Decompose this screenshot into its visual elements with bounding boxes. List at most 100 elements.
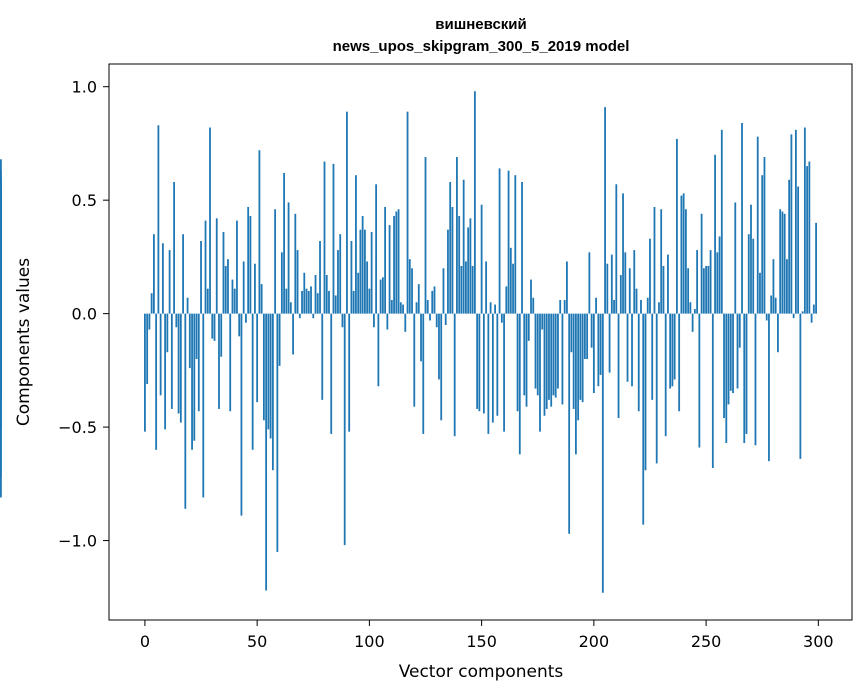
bar [559, 300, 562, 314]
bar [173, 182, 175, 314]
bar [316, 293, 319, 314]
bar [590, 313, 593, 348]
bar [292, 313, 294, 355]
bar [449, 182, 452, 314]
bar [536, 313, 539, 396]
bar [249, 216, 252, 314]
x-tick-label: 250 [691, 632, 722, 651]
bar [429, 313, 431, 321]
bar [148, 313, 151, 330]
bar [352, 290, 355, 314]
bar [509, 247, 512, 314]
bar [646, 297, 649, 314]
bar [175, 313, 178, 328]
bar [723, 313, 725, 419]
bar [637, 313, 640, 412]
bar [660, 209, 663, 314]
bar [633, 250, 636, 314]
bar [727, 313, 730, 405]
bar-series [0, 91, 817, 593]
bar [444, 313, 447, 325]
bar [337, 250, 339, 314]
bar [783, 213, 786, 314]
bar [534, 313, 537, 389]
bar [431, 290, 434, 314]
bar [572, 313, 575, 409]
bar [278, 313, 281, 366]
bar [395, 211, 398, 314]
bar [211, 313, 214, 339]
bar [532, 297, 535, 314]
bar [566, 261, 568, 314]
bar [397, 209, 400, 314]
bar [806, 166, 809, 314]
bar [350, 241, 353, 314]
bar [550, 313, 553, 407]
bar [305, 288, 308, 314]
bar [792, 313, 795, 319]
bar [229, 313, 232, 412]
bar [276, 313, 279, 552]
bar [745, 313, 748, 434]
bar [0, 313, 2, 344]
bar [619, 275, 622, 314]
bar [453, 313, 456, 437]
bar [736, 313, 739, 389]
x-tick-label: 300 [803, 632, 834, 651]
bar [500, 313, 503, 323]
bar [577, 313, 580, 421]
bar [146, 313, 149, 384]
bar [489, 302, 492, 314]
bar [676, 138, 678, 314]
bar [417, 284, 420, 314]
y-tick-label: −1.0 [58, 532, 97, 551]
bar [552, 313, 555, 396]
bar [177, 313, 180, 414]
bar [669, 313, 672, 389]
bar [786, 259, 788, 314]
bar [597, 313, 600, 387]
x-tick-label: 100 [354, 632, 385, 651]
bar [803, 127, 806, 314]
bar [262, 313, 265, 421]
bar [191, 313, 193, 450]
bar [801, 311, 804, 314]
bar [271, 313, 274, 471]
bar [628, 268, 631, 314]
bar [777, 313, 779, 353]
bar [738, 313, 741, 348]
bar [579, 313, 582, 400]
bar [325, 275, 328, 314]
bar [541, 313, 544, 330]
bar [188, 313, 191, 369]
bar [705, 265, 707, 314]
bar [601, 313, 604, 593]
bar [491, 313, 494, 423]
bar [799, 313, 802, 459]
bar [393, 216, 395, 314]
bar [280, 252, 283, 314]
bar [518, 313, 521, 455]
bar [209, 127, 211, 314]
bar [581, 313, 584, 403]
bar [339, 234, 342, 314]
bar [242, 261, 245, 314]
bar [649, 238, 651, 314]
bar [458, 216, 461, 314]
bar [204, 220, 207, 314]
bar [779, 209, 782, 314]
bar [604, 107, 606, 314]
bar [361, 216, 364, 314]
bar [170, 313, 173, 409]
bar [283, 172, 285, 314]
bar [768, 313, 770, 462]
bar [388, 225, 391, 314]
bar [765, 313, 768, 321]
bar [788, 179, 791, 314]
bar [815, 222, 817, 314]
bar [525, 313, 528, 407]
bar [260, 284, 263, 314]
bar [756, 136, 759, 314]
bar [709, 250, 712, 314]
